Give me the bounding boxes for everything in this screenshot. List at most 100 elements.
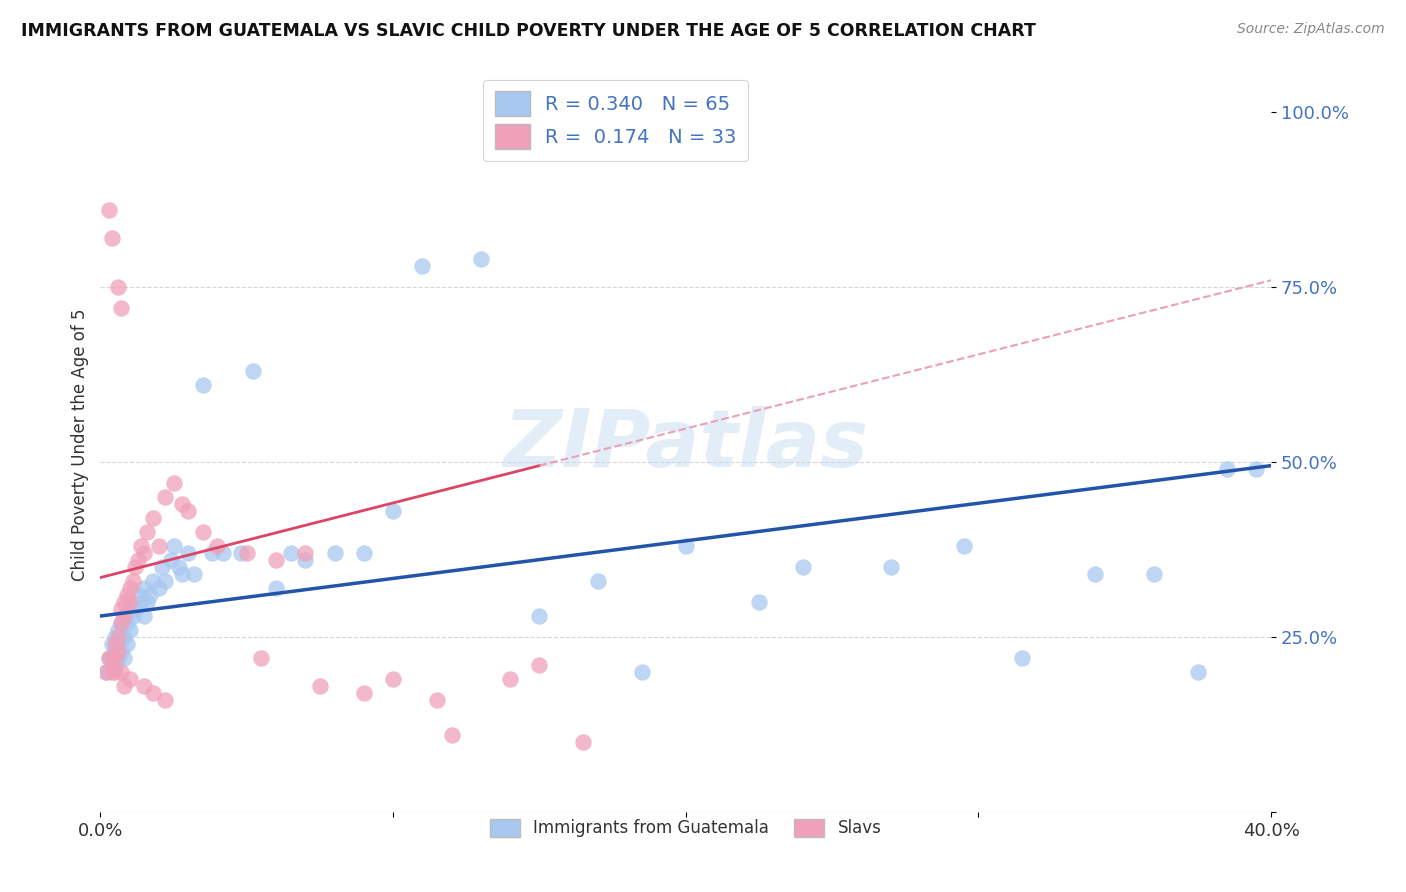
Point (101, 231, 124, 245)
Point (150, 560, 173, 574)
Point (110, 615, 132, 630)
Point (177, 546, 200, 560)
Point (118, 581, 141, 595)
Point (118, 672, 141, 686)
Point (952, 539, 974, 553)
Point (142, 511, 165, 525)
Point (107, 644, 129, 658)
Point (112, 651, 135, 665)
Point (107, 280, 129, 294)
Point (250, 651, 273, 665)
Point (879, 560, 901, 574)
Point (382, 504, 405, 518)
Point (1216, 462, 1239, 476)
Point (112, 595, 135, 609)
Point (104, 651, 127, 665)
Point (323, 546, 346, 560)
Point (101, 651, 124, 665)
Point (229, 546, 252, 560)
Point (104, 644, 127, 658)
Point (426, 693, 449, 707)
Point (353, 686, 375, 700)
Point (107, 637, 129, 651)
Point (1143, 567, 1166, 582)
Point (630, 665, 652, 679)
Point (1011, 651, 1033, 665)
Point (242, 364, 264, 378)
Point (112, 679, 135, 693)
Point (115, 637, 138, 651)
Point (264, 553, 287, 567)
Point (280, 546, 302, 560)
Point (136, 525, 159, 540)
Y-axis label: Child Poverty Under the Age of 5: Child Poverty Under the Age of 5 (72, 309, 89, 581)
Point (264, 581, 287, 595)
Point (112, 609, 135, 624)
Legend: Immigrants from Guatemala, Slavs: Immigrants from Guatemala, Slavs (484, 812, 889, 844)
Point (235, 546, 257, 560)
Point (115, 615, 138, 630)
Point (309, 679, 332, 693)
Point (110, 644, 132, 658)
Point (172, 497, 194, 511)
Point (134, 581, 156, 595)
Point (162, 476, 184, 491)
Point (96, 665, 118, 679)
Point (121, 609, 143, 624)
Point (411, 260, 433, 274)
Point (124, 602, 146, 616)
Point (104, 658, 127, 673)
Point (148, 539, 170, 553)
Point (112, 609, 135, 624)
Point (382, 672, 405, 686)
Point (586, 574, 609, 588)
Point (529, 609, 551, 624)
Point (121, 574, 143, 588)
Point (104, 637, 127, 651)
Point (110, 665, 132, 679)
Point (1246, 462, 1268, 476)
Point (183, 567, 205, 582)
Point (470, 252, 492, 267)
Point (153, 490, 176, 504)
Point (294, 546, 316, 560)
Point (499, 672, 522, 686)
Point (127, 553, 149, 567)
Point (104, 630, 127, 644)
Point (142, 686, 165, 700)
Point (177, 504, 200, 518)
Point (107, 623, 129, 637)
Point (98, 203, 121, 218)
Text: Source: ZipAtlas.com: Source: ZipAtlas.com (1237, 22, 1385, 37)
Point (107, 630, 129, 644)
Point (131, 539, 153, 553)
Point (110, 301, 132, 316)
Point (115, 588, 138, 602)
Point (110, 602, 132, 616)
Point (162, 539, 184, 553)
Point (153, 574, 176, 588)
Point (110, 615, 132, 630)
Point (107, 651, 129, 665)
Point (148, 581, 170, 595)
Point (207, 539, 229, 553)
Point (98, 651, 121, 665)
Point (118, 602, 141, 616)
Point (139, 588, 162, 602)
Point (101, 637, 124, 651)
Text: IMMIGRANTS FROM GUATEMALA VS SLAVIC CHILD POVERTY UNDER THE AGE OF 5 CORRELATION: IMMIGRANTS FROM GUATEMALA VS SLAVIC CHIL… (21, 22, 1036, 40)
Point (104, 665, 127, 679)
Point (294, 553, 316, 567)
Point (134, 679, 156, 693)
Point (101, 651, 124, 665)
Point (191, 378, 214, 392)
Point (353, 546, 375, 560)
Point (112, 630, 135, 644)
Point (529, 658, 551, 673)
Point (127, 588, 149, 602)
Point (98, 651, 121, 665)
Point (191, 525, 214, 540)
Point (136, 595, 159, 609)
Point (118, 623, 141, 637)
Point (101, 665, 124, 679)
